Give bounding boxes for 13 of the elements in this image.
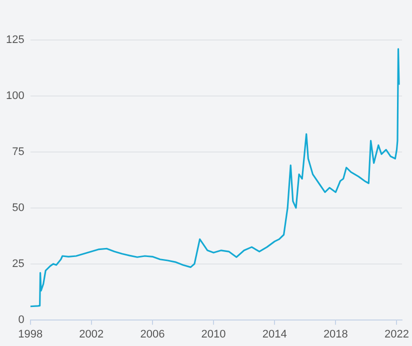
y-tick-label: 100: [6, 90, 24, 102]
x-tick-label: 1998: [18, 328, 43, 340]
x-tick-label: 2006: [140, 328, 165, 340]
x-tick-label: 2018: [323, 328, 348, 340]
y-tick-label: 50: [12, 202, 24, 214]
y-tick-label: 125: [6, 34, 24, 46]
x-tick-label: 2014: [262, 328, 287, 340]
y-tick-label: 75: [12, 146, 24, 158]
x-tick-label: 2002: [79, 328, 104, 340]
x-tick-label: 2022: [384, 328, 409, 340]
y-tick-label: 25: [12, 258, 24, 270]
x-tick-label: 2010: [201, 328, 226, 340]
y-tick-label: 0: [18, 314, 24, 326]
